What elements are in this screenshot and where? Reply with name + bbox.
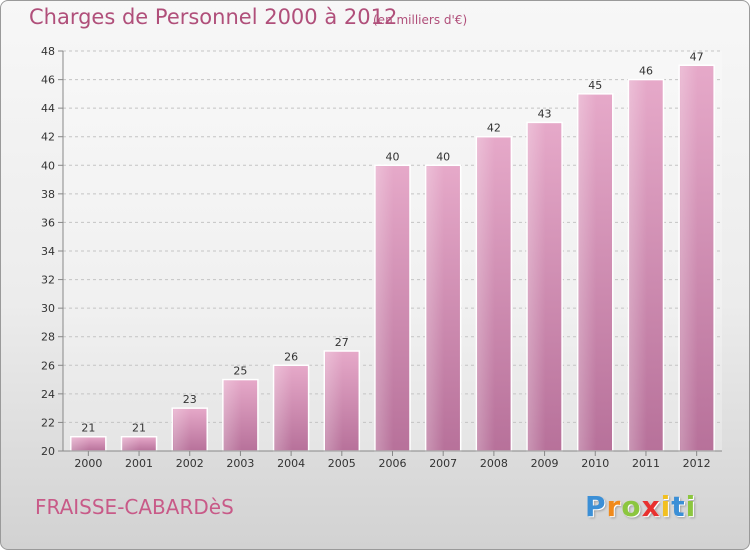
x-tick-label: 2008 xyxy=(480,457,508,470)
y-tick-label: 48 xyxy=(41,45,55,58)
y-tick-label: 32 xyxy=(41,274,55,287)
bar-value-label: 27 xyxy=(335,336,349,349)
x-tick-label: 2000 xyxy=(74,457,102,470)
bar-highlight xyxy=(426,166,445,451)
x-tick-label: 2003 xyxy=(226,457,254,470)
x-tick-label: 2006 xyxy=(379,457,407,470)
chart-subtitle: (en milliers d'€) xyxy=(373,13,468,27)
bar-value-label: 46 xyxy=(639,65,653,78)
bar-highlight xyxy=(173,409,191,450)
y-tick-label: 26 xyxy=(41,359,55,372)
x-tick-label: 2012 xyxy=(683,457,711,470)
bar-highlight xyxy=(629,80,647,451)
logo-letter: t xyxy=(671,490,686,523)
bar-value-label: 21 xyxy=(132,422,146,435)
y-tick-label: 40 xyxy=(41,159,55,172)
bar-highlight xyxy=(71,437,90,450)
x-tick-label: 2007 xyxy=(429,457,457,470)
bar-value-label: 40 xyxy=(436,150,450,163)
bar-value-label: 43 xyxy=(538,107,552,120)
bar-highlight xyxy=(477,137,495,450)
x-tick-label: 2004 xyxy=(277,457,305,470)
y-tick-label: 42 xyxy=(41,131,55,144)
y-tick-label: 28 xyxy=(41,331,55,344)
logo-letter: i xyxy=(660,490,672,523)
bar-value-label: 21 xyxy=(81,422,95,435)
bar-value-label: 42 xyxy=(487,122,501,135)
logo-letter: r xyxy=(606,490,622,523)
bar-highlight xyxy=(325,352,343,450)
bar-highlight xyxy=(223,380,242,450)
bar-highlight xyxy=(528,123,546,450)
bar-value-label: 45 xyxy=(588,79,602,92)
y-tick-label: 36 xyxy=(41,216,55,229)
bar-highlight xyxy=(274,366,293,450)
bar-highlight xyxy=(376,166,394,451)
commune-name: FRAISSE-CABARDèS xyxy=(35,495,234,519)
y-tick-label: 30 xyxy=(41,302,55,315)
y-tick-label: 46 xyxy=(41,74,55,87)
x-tick-label: 2010 xyxy=(581,457,609,470)
bar-highlight xyxy=(578,94,597,450)
chart-title: Charges de Personnel 2000 à 2012 xyxy=(29,5,398,29)
x-tick-label: 2001 xyxy=(125,457,153,470)
logo-letter: o xyxy=(621,490,642,523)
bar-value-label: 25 xyxy=(233,365,247,378)
logo-letter: i xyxy=(685,490,697,523)
y-tick-label: 44 xyxy=(41,102,55,115)
logo-letter: x xyxy=(641,490,661,523)
x-tick-label: 2011 xyxy=(632,457,660,470)
x-tick-label: 2002 xyxy=(176,457,204,470)
y-tick-label: 20 xyxy=(41,445,55,458)
bar-highlight xyxy=(122,437,141,450)
x-tick-label: 2005 xyxy=(328,457,356,470)
bar-value-label: 47 xyxy=(690,50,704,63)
proxiti-logo: Proxiti xyxy=(585,490,696,523)
bar-highlight xyxy=(680,66,698,451)
y-tick-label: 22 xyxy=(41,416,55,429)
y-tick-label: 34 xyxy=(41,245,55,258)
y-tick-label: 38 xyxy=(41,188,55,201)
bar-value-label: 26 xyxy=(284,350,298,363)
y-tick-label: 24 xyxy=(41,388,55,401)
x-tick-label: 2009 xyxy=(531,457,559,470)
bar-value-label: 40 xyxy=(386,150,400,163)
bar-value-label: 23 xyxy=(183,393,197,406)
logo-letter: P xyxy=(585,490,607,523)
